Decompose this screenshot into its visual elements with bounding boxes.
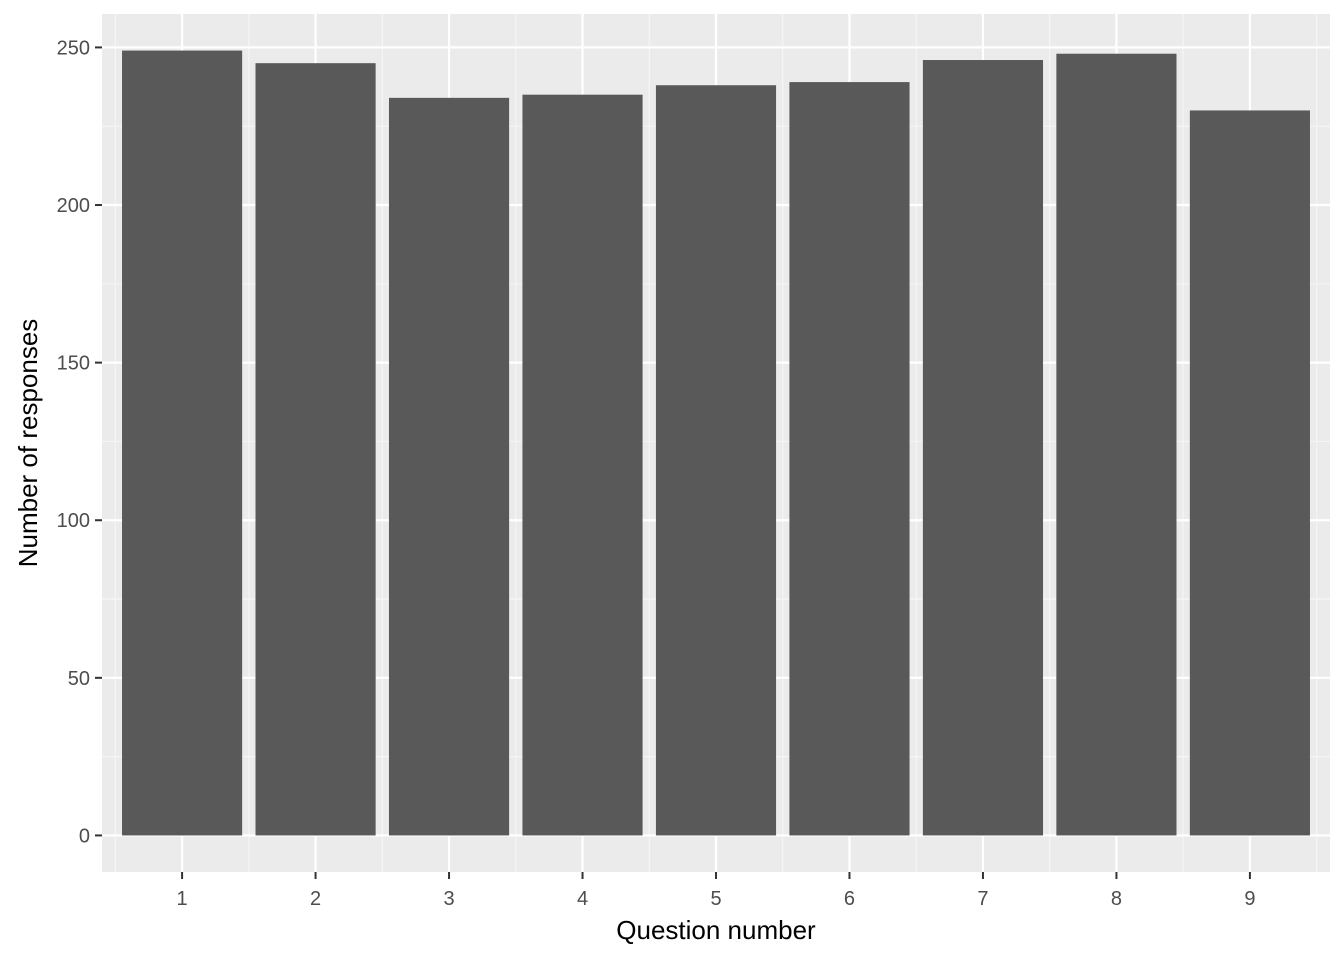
x-tick-label: 9 (1244, 888, 1255, 910)
bar (255, 63, 376, 836)
y-axis-title: Number of responses (13, 319, 43, 568)
x-axis: 1 2 3 4 5 6 7 8 9 (177, 872, 1255, 910)
x-tick-label: 4 (577, 888, 588, 910)
x-axis-title: Question number (616, 915, 816, 945)
bar (1189, 110, 1310, 836)
bar (388, 97, 510, 836)
bar (922, 60, 1044, 836)
x-tick-label: 2 (310, 888, 321, 910)
bar (122, 50, 243, 836)
y-axis: 0 50 100 150 200 250 (57, 37, 102, 847)
bar (789, 82, 910, 836)
y-tick-label: 0 (79, 825, 90, 847)
x-tick-label: 8 (1111, 888, 1122, 910)
y-tick-label: 150 (57, 353, 90, 375)
y-tick-label: 200 (57, 195, 90, 217)
bars (122, 50, 1310, 836)
x-tick-label: 7 (977, 888, 988, 910)
bar (1056, 53, 1177, 836)
y-tick-label: 50 (68, 668, 90, 690)
bar (655, 85, 777, 836)
y-tick-label: 250 (57, 37, 90, 59)
x-tick-label: 3 (443, 888, 454, 910)
bar (522, 94, 643, 836)
x-tick-label: 1 (177, 888, 188, 910)
x-tick-label: 6 (844, 888, 855, 910)
x-tick-label: 5 (710, 888, 721, 910)
y-tick-label: 100 (57, 510, 90, 532)
